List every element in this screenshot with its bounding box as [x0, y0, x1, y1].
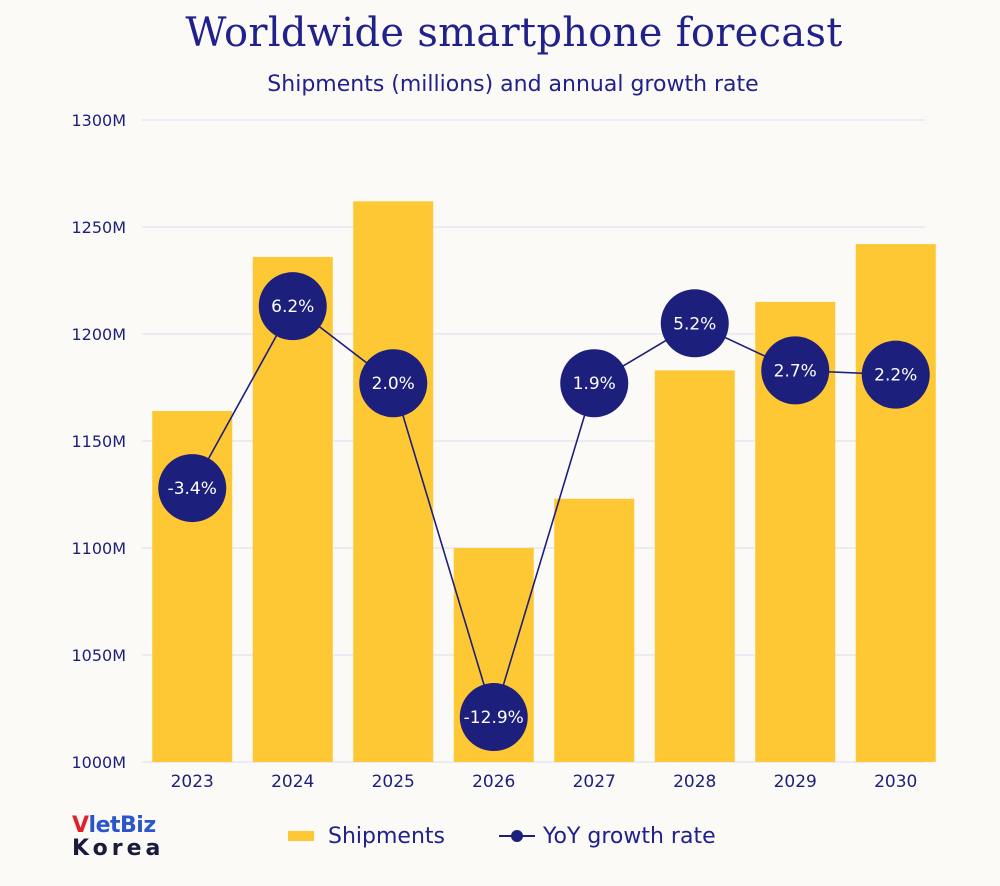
growth-point [258, 272, 327, 341]
x-tick-label: 2030 [874, 772, 917, 792]
x-tick-label: 2029 [774, 772, 817, 792]
x-tick-label: 2024 [271, 772, 314, 792]
legend-item-shipments: Shipments [288, 824, 445, 849]
bar [654, 370, 735, 762]
legend-swatch-bar [288, 831, 314, 841]
x-tick-label: 2025 [372, 772, 415, 792]
legend-item-growth: YoY growth rate [445, 824, 716, 849]
y-tick-label: 1250M [71, 218, 126, 237]
y-tick-label: 1000M [71, 753, 126, 772]
y-tick-label: 1200M [71, 325, 126, 344]
growth-label: -12.9% [464, 708, 524, 728]
y-tick-label: 1050M [71, 646, 126, 665]
brand-logo: VletBiz Korea [72, 813, 165, 861]
bar [855, 244, 936, 762]
x-tick-label: 2023 [171, 772, 214, 792]
growth-point [359, 349, 428, 418]
legend-label-shipments: Shipments [328, 823, 445, 849]
growth-point [660, 289, 729, 358]
legend-label-growth: YoY growth rate [542, 823, 716, 849]
growth-label: 1.9% [573, 374, 616, 394]
growth-point [861, 340, 930, 409]
growth-label: 2.2% [874, 366, 917, 386]
chart-subtitle: Shipments (millions) and annual growth r… [267, 72, 759, 97]
y-tick-label: 1300M [71, 111, 126, 130]
bar [554, 498, 635, 762]
bar [252, 256, 333, 762]
chart-legend: Shipments YoY growth rate [288, 820, 716, 852]
x-tick-label: 2028 [673, 772, 716, 792]
x-tick-label: 2027 [573, 772, 616, 792]
growth-label: 2.7% [774, 361, 817, 381]
bar [353, 201, 434, 762]
legend-swatch-line [498, 829, 535, 843]
growth-point [560, 349, 629, 418]
growth-point [761, 336, 830, 405]
growth-label: -3.4% [168, 479, 217, 499]
x-tick-label: 2026 [472, 772, 515, 792]
growth-point [158, 454, 227, 523]
y-tick-label: 1100M [71, 539, 126, 558]
growth-label: 6.2% [271, 297, 314, 317]
growth-label: 2.0% [372, 374, 415, 394]
growth-label: 5.2% [673, 314, 716, 334]
y-tick-label: 1150M [71, 432, 126, 451]
growth-point [459, 683, 528, 752]
chart-title: Worldwide smartphone forecast [185, 10, 843, 56]
